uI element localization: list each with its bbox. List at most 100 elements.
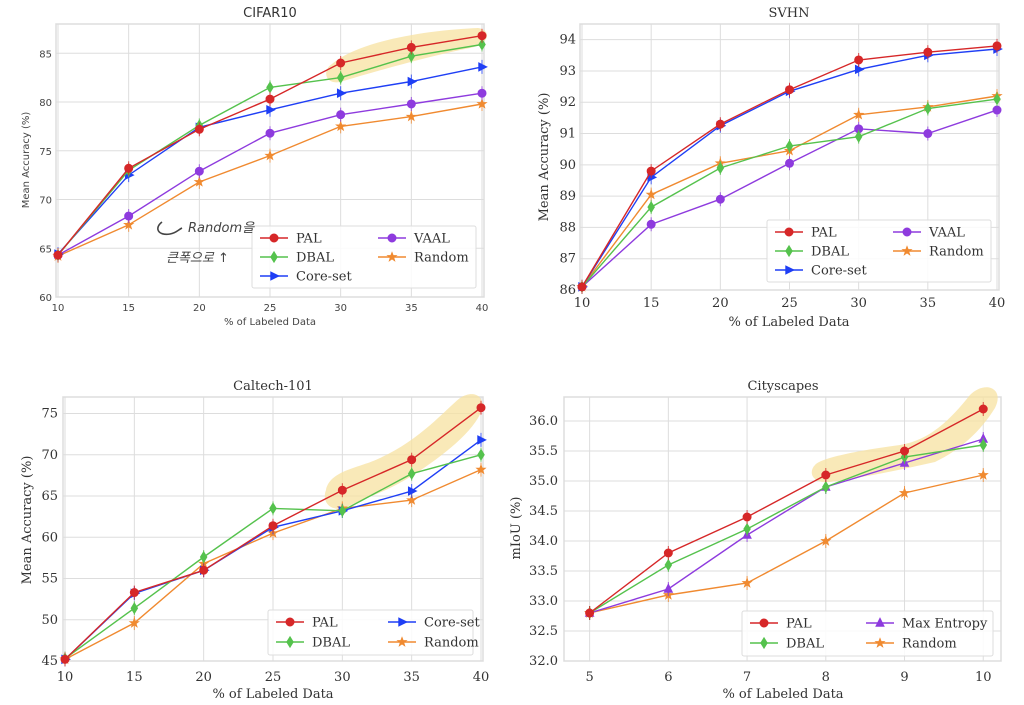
data-point: [663, 548, 673, 558]
data-point: [338, 504, 347, 518]
x-axis-label: % of Labeled Data: [224, 317, 316, 328]
y-tick-label: 75: [39, 147, 52, 158]
legend-label: Max Entropy: [902, 617, 988, 632]
data-point: [821, 470, 831, 480]
chart-title: Caltech-101: [233, 379, 313, 394]
legend-label: Random: [414, 251, 469, 266]
data-point: [199, 550, 208, 564]
data-point: [336, 71, 345, 84]
x-tick-label: 20: [193, 303, 206, 314]
data-point: [854, 64, 865, 75]
y-tick-label: 32.5: [529, 624, 558, 639]
data-point: [822, 480, 830, 494]
data-point: [978, 404, 988, 414]
x-tick-label: 10: [57, 670, 74, 685]
data-point: [337, 485, 347, 495]
legend-marker: [785, 265, 795, 275]
legend-item-random: Random: [388, 636, 479, 651]
legend-marker: [901, 245, 913, 256]
data-point: [900, 446, 910, 456]
legend-label: Core-set: [811, 264, 867, 279]
legend-item-vaal: VAAL: [893, 226, 965, 241]
legend-item-dbal: DBAL: [260, 251, 334, 266]
data-point: [264, 149, 276, 161]
x-tick-label: 15: [643, 296, 660, 311]
y-tick-label: 93: [559, 64, 576, 79]
x-tick-label: 40: [473, 670, 490, 685]
annotation-line2: 큰폭으로 ↑: [166, 251, 229, 266]
y-tick-label: 89: [559, 189, 576, 204]
legend-label: DBAL: [786, 637, 824, 652]
legend-marker: [875, 617, 885, 627]
data-point: [407, 467, 416, 480]
data-point: [476, 98, 488, 109]
series-pal: [577, 38, 1002, 294]
legend-label: Random: [902, 637, 957, 652]
x-axis-label: % of Labeled Data: [212, 687, 333, 702]
legend-item-dbal: DBAL: [775, 245, 849, 260]
legend-item-core-set: Core-set: [260, 270, 352, 285]
x-tick-label: 10: [574, 296, 591, 311]
data-point: [199, 565, 209, 575]
legend-item-pal: PAL: [750, 617, 812, 632]
data-point: [854, 55, 864, 65]
data-point: [335, 120, 347, 132]
legend-item-dbal: DBAL: [276, 636, 350, 651]
data-point: [992, 41, 1002, 51]
legend: PAL DBAL Core-set VAAL Random: [251, 225, 477, 289]
legend-item-dbal: DBAL: [750, 637, 824, 652]
data-point: [406, 494, 418, 505]
series-line: [589, 438, 984, 614]
x-tick-label: 25: [265, 670, 282, 685]
legend-item-pal: PAL: [260, 232, 322, 247]
legend-label: Random: [929, 245, 984, 260]
legend-marker: [784, 227, 794, 237]
data-point: [336, 110, 346, 120]
legend-label: Core-set: [424, 616, 480, 631]
legend-item-pal: PAL: [775, 226, 837, 241]
data-point: [924, 102, 932, 115]
x-tick-label: 5: [585, 670, 593, 685]
legend-marker: [270, 250, 278, 264]
y-tick-label: 90: [559, 158, 576, 173]
data-point: [646, 166, 656, 176]
chart-cityscapes: Cityscapes % of Labeled Data mIoU (%) 5 6…: [509, 379, 1002, 702]
legend-label: PAL: [811, 226, 837, 241]
legend-item-random: Random: [378, 251, 469, 266]
data-point: [743, 522, 751, 536]
data-point: [477, 448, 485, 461]
data-point: [577, 282, 587, 292]
y-tick-label: 92: [559, 95, 576, 110]
highlight-stroke: [811, 387, 998, 483]
y-tick-label: 70: [39, 196, 52, 207]
data-point: [663, 583, 674, 593]
data-point: [53, 250, 63, 260]
y-axis-label: Mean Accuracy (%): [20, 456, 35, 585]
data-point: [785, 158, 794, 168]
legend-marker: [902, 227, 912, 237]
legend-marker: [285, 617, 295, 627]
chart-svhn: SVHN % of Labeled Data Mean Accuracy (%)…: [537, 6, 1005, 330]
data-point: [129, 588, 139, 598]
legend-marker: [386, 251, 398, 262]
y-tick-label: 35.0: [529, 474, 558, 489]
legend: PAL DBAL Core-set Random: [267, 609, 480, 656]
data-point: [898, 487, 911, 498]
x-tick-label: 40: [476, 303, 489, 314]
series-layer: [52, 28, 488, 264]
legend-item-core-set: Core-set: [775, 264, 867, 279]
y-tick-label: 86: [559, 283, 576, 298]
data-point: [993, 92, 1001, 106]
x-tick-label: 9: [900, 670, 908, 685]
y-tick-label: 65: [39, 244, 52, 255]
x-tick-label: 35: [920, 296, 937, 311]
annotation-line1: Random을: [188, 221, 255, 236]
data-point: [128, 617, 140, 628]
data-point: [194, 166, 204, 176]
y-tick-label: 70: [41, 448, 58, 463]
chart-caltech101: Caltech-101 % of Labeled Data Mean Accur…: [20, 379, 489, 702]
x-tick-label: 10: [975, 670, 992, 685]
legend-item-max-entropy: Max Entropy: [866, 617, 988, 632]
